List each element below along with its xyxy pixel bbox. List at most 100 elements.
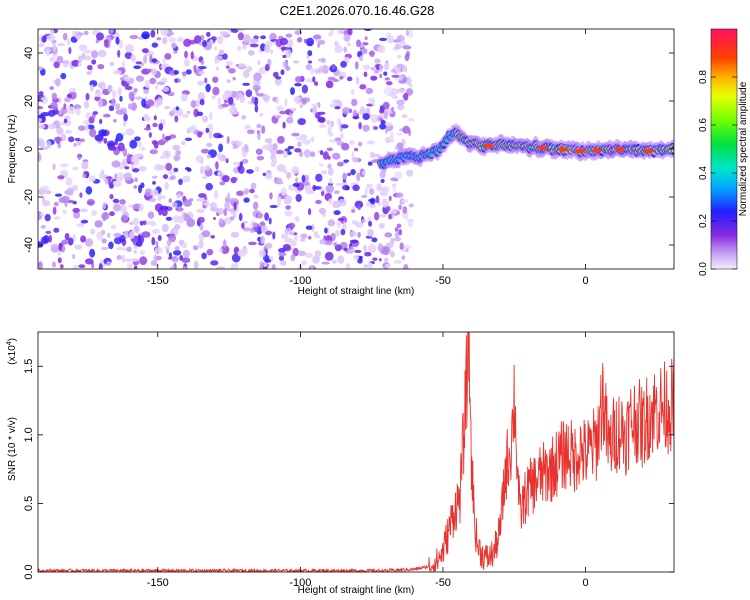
spectrogram-cell	[379, 73, 383, 79]
spectrogram-cell	[181, 113, 189, 118]
spectrogram-cell	[280, 69, 285, 75]
spectrogram-cell	[243, 143, 249, 153]
snr-panel: -150 -100 -50 0 0.0 0.5 1.0 1.5 Height of stra…	[6, 331, 675, 596]
spectrogram-cell	[380, 120, 386, 125]
spectrogram-cell	[383, 71, 388, 76]
spectrogram-cell	[126, 263, 134, 269]
spectrogram-cell	[84, 238, 94, 247]
spectrogram-x-label: Height of straight line (km)	[298, 286, 415, 297]
spectrogram-cell	[284, 148, 291, 152]
spectrogram-cell	[200, 60, 205, 65]
colorbar-tick-label: 0.0	[698, 262, 709, 276]
spectrogram-cell	[351, 220, 359, 225]
spectrogram-cell	[172, 215, 181, 223]
spectrogram-cell	[157, 97, 163, 105]
spectrogram-cell	[383, 62, 390, 71]
spectrogram-cell	[329, 103, 336, 108]
spectrogram-cell	[408, 117, 415, 122]
spectrogram-cell	[398, 229, 403, 236]
spectrogram-cell	[46, 140, 52, 149]
spectrogram-cell	[208, 130, 213, 140]
spectrogram-cell	[89, 84, 94, 92]
spectrogram-cell	[210, 260, 219, 266]
spectrogram-cell	[64, 232, 70, 241]
spectrogram-cell	[241, 158, 249, 164]
spectrogram-cell	[252, 222, 258, 228]
spectrogram-cell	[174, 115, 179, 123]
spectrogram-cell	[329, 177, 333, 185]
spectrogram-cell	[227, 192, 231, 202]
spectrogram-cell	[257, 131, 261, 141]
spectrogram-cell	[101, 246, 109, 251]
spectrogram-cell	[168, 198, 172, 204]
spectrogram-cell	[182, 249, 190, 258]
spectrogram-cell	[134, 136, 141, 142]
spectrogram-cell	[57, 257, 62, 264]
spectrogram-cell	[349, 108, 353, 114]
spectrogram-cell	[285, 33, 293, 38]
spectrogram-cell	[166, 239, 172, 247]
spectrogram-cell	[274, 77, 282, 86]
spectrogram-cell	[246, 124, 251, 129]
spectrogram-cell	[196, 208, 202, 213]
spectrogram-cell	[58, 242, 62, 251]
spectrogram-cell	[301, 174, 306, 183]
spectrogram-cell	[243, 188, 250, 195]
spectrogram-cell	[299, 104, 303, 108]
spectrogram-cell	[275, 76, 282, 80]
spectrogram-cell	[282, 54, 287, 59]
spectrogram-cell	[285, 205, 291, 210]
spectrogram-y-axis: -40 -20 0 20 40	[23, 47, 674, 253]
spectrogram-cell	[272, 143, 278, 151]
spectrogram-cell	[91, 210, 98, 216]
spectrogram-cell	[190, 100, 197, 108]
spectrogram-cell	[226, 136, 230, 145]
spectrogram-cell	[262, 94, 270, 101]
x-tick-label: -100	[289, 577, 311, 589]
snr-frame	[37, 331, 675, 573]
spectrogram-cell	[125, 44, 135, 53]
spectrogram-cell	[56, 43, 66, 47]
spectrogram-cell	[98, 129, 107, 137]
spectrogram-cell	[408, 220, 414, 228]
spectrogram-cell	[331, 63, 336, 70]
spectrogram-cell	[260, 35, 267, 40]
spectrogram-cell	[394, 231, 400, 239]
spectrogram-cell	[202, 175, 208, 180]
spectrogram-cell	[363, 244, 367, 253]
spectrogram-cell	[292, 182, 300, 187]
spectrogram-cell	[129, 230, 135, 240]
spectrogram-cell	[74, 244, 83, 250]
spectrogram-cell	[396, 223, 402, 229]
spectrogram-cell	[195, 198, 204, 202]
spectrogram-cell	[85, 124, 89, 132]
spectrogram-cell	[380, 178, 385, 184]
spectrogram-cell	[212, 86, 220, 96]
spectrogram-cell	[178, 215, 184, 224]
spectrogram-cell	[251, 96, 255, 104]
spectrogram-cell	[77, 61, 82, 67]
spectrogram-cell	[189, 198, 194, 202]
spectrogram-cell	[284, 210, 293, 217]
spectrogram-cell	[177, 206, 183, 213]
spectrogram-cell	[160, 29, 169, 36]
spectrogram-cell	[151, 42, 159, 48]
spectrogram-cell	[242, 44, 247, 50]
spectrogram-cell	[165, 162, 173, 171]
spectrogram-cell	[351, 205, 357, 210]
spectrogram-cell	[333, 210, 341, 216]
spectrogram-cell	[85, 186, 93, 195]
spectrogram-cell	[304, 252, 313, 258]
spectrogram-cell	[109, 194, 114, 200]
spectrogram-cell	[300, 233, 308, 239]
spectrogram-cell	[320, 150, 324, 156]
spectrogram-cell	[38, 91, 44, 96]
colorbar: 0.0 0.2 0.4 0.6 0.8 Normalized spectral ampl…	[698, 28, 749, 276]
spectrogram-cell	[347, 29, 353, 36]
spectrogram-cell	[128, 91, 135, 101]
spectrogram-cell	[242, 227, 251, 232]
spectrogram-cell	[250, 38, 259, 43]
spectrogram-cell	[152, 181, 156, 185]
spectrogram-cell	[158, 123, 164, 131]
spectrogram-cell	[236, 190, 243, 196]
